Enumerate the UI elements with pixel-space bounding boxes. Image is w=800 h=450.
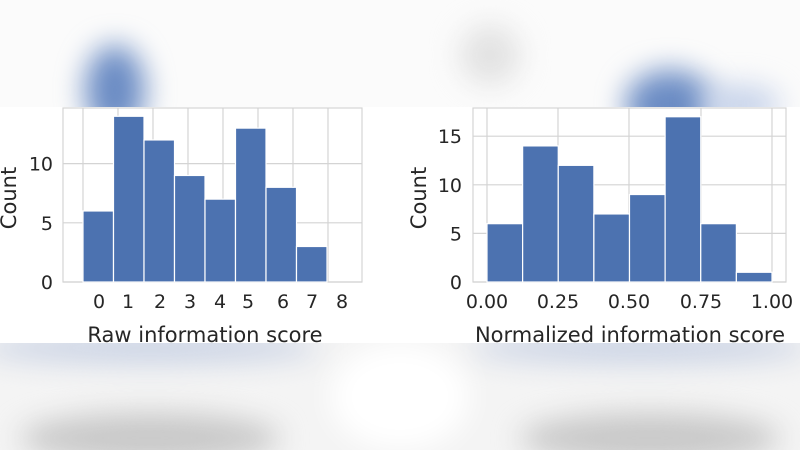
- histogram-bar: [486, 223, 524, 283]
- y-tick-label: 0: [41, 272, 53, 294]
- x-axis-label: Raw information score: [87, 323, 322, 347]
- x-tick-label: 2: [154, 291, 166, 313]
- y-tick-label: 15: [438, 126, 462, 148]
- histogram-bar: [173, 174, 206, 283]
- histogram-bar: [522, 145, 559, 283]
- histogram-bar: [234, 127, 267, 283]
- y-tick-label: 5: [41, 213, 53, 235]
- histogram-bar: [82, 210, 115, 283]
- histogram-bar: [265, 186, 298, 283]
- x-tick-label: 0.50: [608, 291, 650, 313]
- histogram-bar: [295, 245, 328, 283]
- histogram-bar: [204, 198, 237, 283]
- y-axis-label: Count: [0, 167, 21, 229]
- y-tick-label: 10: [29, 154, 53, 176]
- x-tick-label: 0: [93, 291, 105, 313]
- x-tick-label: 0.75: [680, 291, 722, 313]
- x-tick-label: 6: [277, 291, 289, 313]
- x-tick-label: 1: [122, 291, 134, 313]
- x-axis-label: Normalized information score: [475, 323, 785, 347]
- y-tick-label: 5: [450, 223, 462, 245]
- histogram-bar: [112, 115, 145, 283]
- x-tick-label: 5: [242, 291, 254, 313]
- blurred-background-bottom: [0, 343, 800, 450]
- histogram-bar: [557, 164, 595, 283]
- x-tick-label: 3: [184, 291, 196, 313]
- x-tick-label: 0.25: [537, 291, 579, 313]
- histogram-bar: [628, 193, 666, 283]
- x-tick-label: 1.00: [751, 291, 793, 313]
- y-tick-label: 10: [438, 175, 462, 197]
- histogram-bar: [664, 116, 702, 283]
- histogram-bar: [593, 213, 631, 283]
- x-tick-label: 8: [336, 291, 348, 313]
- histogram-bar: [143, 139, 176, 283]
- x-tick-label: 7: [306, 291, 318, 313]
- blurred-background-top: [0, 0, 800, 107]
- histogram-bar: [700, 223, 737, 283]
- y-tick-label: 0: [450, 272, 462, 294]
- x-tick-label: 4: [214, 291, 226, 313]
- histogram-bar: [735, 271, 773, 283]
- x-tick-label: 0.00: [466, 291, 508, 313]
- y-axis-label: Count: [407, 167, 431, 229]
